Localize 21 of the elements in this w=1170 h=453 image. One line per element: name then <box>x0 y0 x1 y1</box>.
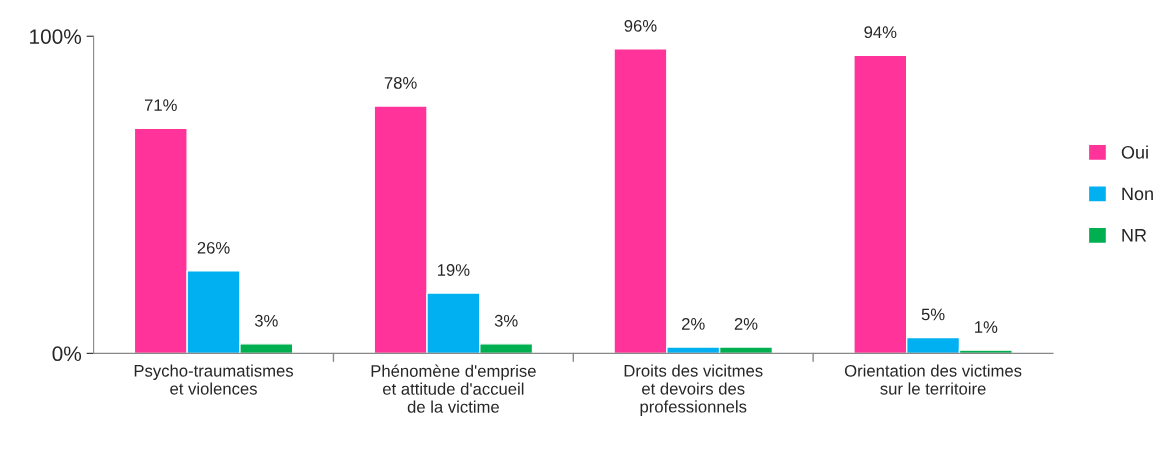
data-label: 3% <box>254 314 278 327</box>
data-label: 3% <box>494 314 518 327</box>
data-label: 1% <box>975 321 998 333</box>
data-label: 94% <box>864 26 897 39</box>
y-tick-label: 100% <box>30 29 82 44</box>
data-label: 26% <box>197 241 230 254</box>
y-tick-label: 0% <box>52 346 82 362</box>
data-label: 71% <box>144 99 177 111</box>
legend-label: NR <box>1122 229 1147 242</box>
data-label: 19% <box>437 264 470 276</box>
x-tick-label: Droits des vicitmes et devoirs des professionnels <box>624 364 763 416</box>
x-tick-label: Psycho-traumatismes et violences <box>134 364 294 395</box>
data-label: 5% <box>921 308 945 321</box>
data-label: 2% <box>682 318 705 330</box>
x-tick-label: Orientation des victimes sur le territoire <box>844 364 1022 395</box>
x-tick-label: Phénomène d'emprise et attitude d'accueil de la victime <box>371 364 536 413</box>
legend-label: Oui <box>1121 145 1148 159</box>
legend-label: Non <box>1122 187 1153 201</box>
data-label: 78% <box>384 77 417 89</box>
data-label: 96% <box>624 19 657 32</box>
data-label: 2% <box>734 318 758 330</box>
